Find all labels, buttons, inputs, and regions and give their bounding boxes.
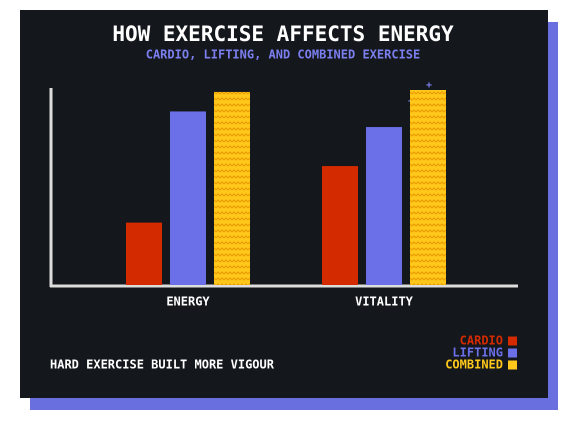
legend-swatch bbox=[508, 360, 517, 370]
bar bbox=[322, 166, 358, 285]
bar bbox=[126, 222, 162, 285]
bar bbox=[410, 90, 446, 285]
x-tick-label: ENERGY bbox=[166, 295, 210, 309]
bar bbox=[170, 111, 206, 285]
chart-title: HOW EXERCISE AFFECTS ENERGY bbox=[112, 22, 454, 46]
annotation: HARD EXERCISE BUILT MORE VIGOUR bbox=[50, 358, 275, 372]
legend-swatch bbox=[508, 348, 517, 358]
legend-label: COMBINED bbox=[445, 358, 503, 372]
legend-swatch bbox=[508, 336, 517, 346]
x-tick-label: VITALITY bbox=[355, 295, 414, 309]
bar bbox=[214, 91, 250, 285]
legend-label: LIFTING bbox=[452, 346, 503, 360]
chart-subtitle: CARDIO, LIFTING, AND COMBINED EXERCISE bbox=[146, 48, 421, 62]
legend-label: CARDIO bbox=[460, 334, 503, 348]
sparkle: + bbox=[426, 80, 432, 91]
panel bbox=[20, 10, 548, 398]
bar bbox=[366, 127, 402, 285]
